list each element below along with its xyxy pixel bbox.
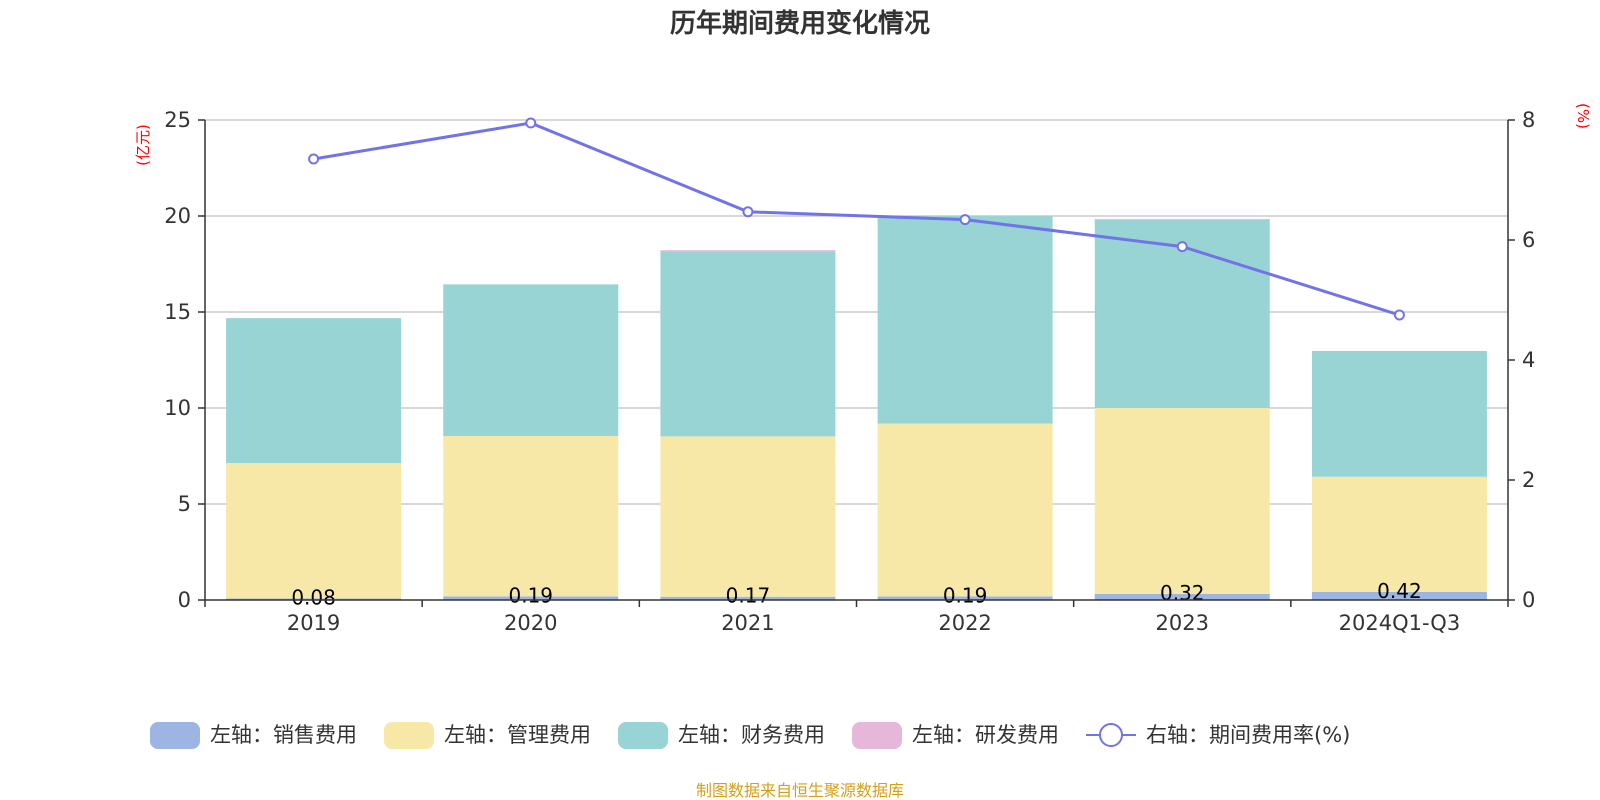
x-tick-label: 2019 xyxy=(287,611,340,635)
bar-series: 0.08 0.19 0.17 0.19 0.32 0.42 xyxy=(226,215,1487,609)
bar-segment xyxy=(1311,476,1487,592)
bar-segment xyxy=(877,596,1053,600)
bar-segment xyxy=(660,250,836,252)
legend-label[interactable]: 左轴：销售费用 xyxy=(210,723,357,747)
data-source-note: 制图数据来自恒生聚源数据库 xyxy=(696,781,904,800)
bar-segment xyxy=(1311,350,1487,477)
legend-circle-symbol xyxy=(1099,723,1123,747)
line-series xyxy=(308,117,1405,321)
bar-value-label: 0.19 xyxy=(943,583,988,607)
bar-value-label: 0.17 xyxy=(726,584,771,608)
bar-segment xyxy=(443,596,619,600)
rate-point xyxy=(525,117,537,129)
legend-label[interactable]: 右轴：期间费用率(%) xyxy=(1146,723,1350,747)
bar-value-label: 0.19 xyxy=(508,583,553,607)
left-tick-label: 10 xyxy=(164,396,191,420)
right-tick-label: 6 xyxy=(1522,228,1535,252)
bar-value-label: 0.08 xyxy=(291,585,336,609)
bar-segment xyxy=(443,284,619,437)
chart-title: 历年期间费用变化情况 xyxy=(670,8,930,39)
bar-segment xyxy=(660,436,836,597)
left-tick-label: 5 xyxy=(178,492,191,516)
bar-value-label: 0.42 xyxy=(1377,579,1422,603)
bar-segment xyxy=(1311,591,1487,600)
bar-segment xyxy=(660,251,836,437)
legend-swatch xyxy=(618,722,668,749)
bar-segment xyxy=(1094,408,1270,594)
legend-swatch xyxy=(150,722,200,749)
x-tick-label: 2020 xyxy=(504,611,557,635)
rate-point xyxy=(959,214,971,226)
x-tick-label: 2024Q1-Q3 xyxy=(1339,611,1461,635)
bar-segment xyxy=(660,596,836,600)
legend-label[interactable]: 左轴：管理费用 xyxy=(444,723,591,747)
rate-point xyxy=(308,153,320,165)
gridlines xyxy=(205,119,1508,505)
bar-segment xyxy=(1094,593,1270,600)
left-tick-label: 0 xyxy=(178,588,191,612)
rate-point xyxy=(742,206,754,218)
x-tick-label: 2022 xyxy=(938,611,991,635)
bar-segment xyxy=(443,436,619,597)
bar-segment xyxy=(226,598,402,600)
left-axis-unit: (亿元) xyxy=(134,124,152,166)
x-tick-label: 2023 xyxy=(1156,611,1209,635)
bar-segment xyxy=(877,215,1053,424)
bar-value-label: 0.32 xyxy=(1160,581,1205,605)
legend-label[interactable]: 左轴：财务费用 xyxy=(678,723,825,747)
bar-segment xyxy=(226,318,402,464)
bar-segment xyxy=(877,423,1053,597)
right-tick-label: 4 xyxy=(1522,348,1535,372)
bar-segment xyxy=(226,463,402,599)
right-axis-unit: (%) xyxy=(1574,103,1592,129)
legend-swatch xyxy=(852,722,902,749)
axes: 0 5 10 15 20 25 0 2 4 6 8 2019 2020 2021 2022 2023 2024Q… xyxy=(164,108,1535,635)
left-tick-label: 20 xyxy=(164,204,191,228)
right-tick-label: 8 xyxy=(1522,108,1535,132)
rate-line xyxy=(313,121,1400,317)
legend-label[interactable]: 左轴：研发费用 xyxy=(912,723,1059,747)
left-tick-label: 15 xyxy=(164,300,191,324)
right-tick-label: 2 xyxy=(1522,468,1535,492)
legend-swatch xyxy=(384,722,434,749)
rate-point xyxy=(1176,241,1188,253)
rate-point xyxy=(1393,309,1405,321)
bar-segment xyxy=(1094,218,1270,220)
left-tick-label: 25 xyxy=(164,108,191,132)
x-tick-label: 2021 xyxy=(721,611,774,635)
right-tick-label: 0 xyxy=(1522,588,1535,612)
legend: 左轴：销售费用 左轴：管理费用 左轴：财务费用 左轴：研发费用 右轴：期间费用率(%) xyxy=(150,722,1350,749)
